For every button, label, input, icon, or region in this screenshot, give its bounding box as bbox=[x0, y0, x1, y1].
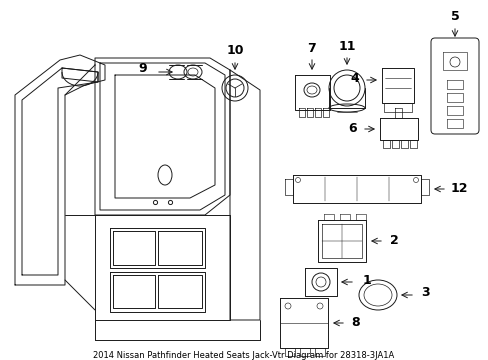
Text: 11: 11 bbox=[338, 40, 355, 53]
Text: 1: 1 bbox=[362, 274, 370, 287]
Text: 4: 4 bbox=[350, 72, 359, 85]
Text: 8: 8 bbox=[351, 315, 360, 328]
Text: 12: 12 bbox=[449, 181, 467, 194]
Text: 9: 9 bbox=[139, 63, 147, 76]
Text: 10: 10 bbox=[226, 44, 243, 57]
Text: 7: 7 bbox=[307, 42, 316, 55]
Text: 6: 6 bbox=[348, 122, 357, 135]
Text: 2: 2 bbox=[389, 234, 398, 247]
Text: 5: 5 bbox=[450, 10, 458, 23]
Text: 3: 3 bbox=[420, 287, 428, 300]
Text: 2014 Nissan Pathfinder Heated Seats Jack-Vtr Diagram for 28318-3JA1A: 2014 Nissan Pathfinder Heated Seats Jack… bbox=[93, 351, 394, 360]
